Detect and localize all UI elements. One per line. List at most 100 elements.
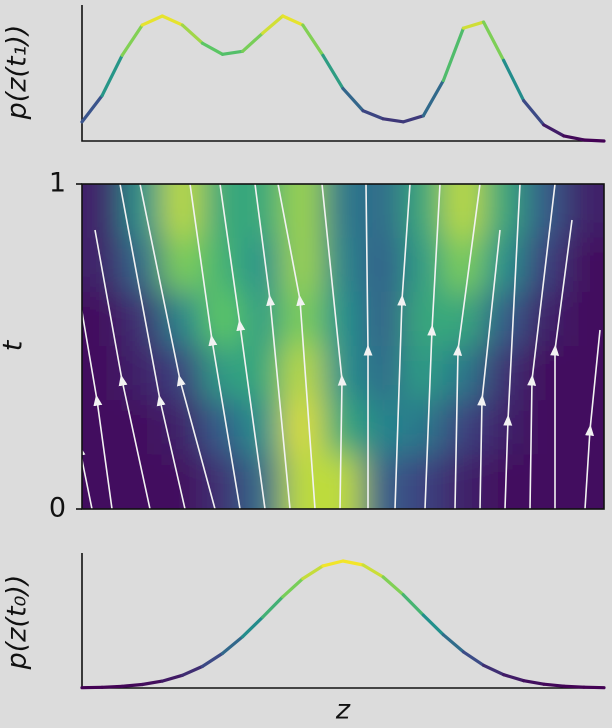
density-segment (341, 559, 365, 567)
heatmap-cell (282, 237, 324, 293)
heatmap-cell (82, 237, 123, 293)
streamline (82, 306, 113, 509)
heatmap-cell (322, 291, 364, 347)
heatmap-cell (402, 400, 444, 456)
heatmap-cell (121, 346, 163, 402)
streamline (139, 184, 216, 509)
streamline (550, 219, 573, 509)
density-segment (281, 14, 305, 27)
density-segment (220, 635, 245, 656)
density-segment (80, 94, 104, 124)
density-segment (100, 684, 124, 689)
density-segment (461, 650, 486, 667)
heatmap-cell (242, 400, 284, 456)
heatmap-cell (402, 237, 444, 293)
heatmap-cell (201, 237, 244, 293)
density-segment (401, 114, 425, 124)
density-segment (522, 99, 546, 127)
density-segment (241, 615, 265, 639)
heatmap-cell (483, 400, 525, 456)
density-segment (381, 575, 405, 597)
density-segment (502, 58, 526, 103)
streamline (394, 184, 411, 509)
streamline (584, 329, 601, 509)
heatmap-cell (322, 237, 364, 293)
heatmap-cell (82, 454, 123, 509)
heatmap-cell (121, 454, 163, 509)
x-label: z (335, 695, 351, 726)
heatmap-cell (82, 184, 123, 239)
density-segment (140, 679, 164, 687)
streamline (527, 184, 556, 509)
streamline (94, 229, 151, 509)
density-segment (502, 673, 526, 683)
density-segment (562, 684, 586, 689)
heatmap-cell (442, 237, 485, 293)
heatmap-cell (242, 291, 284, 347)
streamlines (82, 184, 601, 509)
heatmap-cell (483, 346, 525, 402)
density-segment (421, 78, 445, 118)
density-segment (481, 663, 506, 677)
heatmap-cell (523, 291, 565, 347)
streamline (82, 444, 93, 509)
density-segment (421, 613, 445, 637)
heatmap-cell (402, 454, 444, 509)
density-segment (582, 685, 606, 690)
mid-ylabel: t (0, 339, 29, 351)
heatmap-cell (322, 454, 364, 509)
heatmap-cell (201, 400, 244, 456)
streamline (424, 184, 441, 509)
streamline (503, 184, 521, 509)
heatmap-cell (563, 237, 604, 293)
streamline (254, 184, 291, 509)
streamline (119, 184, 186, 509)
top-axes (81, 5, 604, 142)
heatmap-cell (161, 346, 203, 402)
y-tick-label: 1 (49, 168, 66, 199)
heatmap-cell (442, 400, 485, 456)
heatmap-cell (362, 291, 404, 347)
streamline (363, 184, 373, 509)
density-segment (180, 23, 205, 45)
density-segment (140, 14, 164, 27)
streamline (189, 184, 241, 509)
heatmap-cells (82, 184, 604, 509)
heatmap-cell (442, 291, 485, 347)
y-tick-label: 0 (49, 493, 66, 524)
heatmap-cell (282, 184, 324, 239)
heatmap-cell (201, 346, 244, 402)
heatmap-cell (362, 184, 404, 239)
density-segment (301, 23, 325, 57)
heatmap-cell (282, 400, 324, 456)
heatmap-cell (161, 237, 203, 293)
streamline (453, 184, 481, 509)
heatmap-cell (523, 346, 565, 402)
density-segment (582, 138, 606, 143)
heatmap-cell (322, 346, 364, 402)
heatmap-cell (161, 291, 203, 347)
heatmap-cell (442, 346, 485, 402)
density-segment (160, 14, 184, 27)
density-segment (200, 41, 225, 56)
heatmap-cell (563, 400, 604, 456)
heatmap-cell (322, 400, 364, 456)
heatmap-cell (242, 184, 284, 239)
heatmap-cell (242, 454, 284, 509)
density-segment (481, 20, 506, 62)
heatmap-cell (523, 400, 565, 456)
streamline (277, 184, 316, 509)
density-segment (120, 682, 144, 688)
heatmap-cell (523, 184, 565, 239)
density-segment (200, 651, 225, 669)
heatmap-cell (82, 400, 123, 456)
density-segment (381, 117, 405, 124)
top-ylabel: p(z(t₁)) (2, 25, 33, 121)
heatmap-cell (282, 346, 324, 402)
density-segment (100, 53, 124, 98)
bottom-ylabel: p(z(t₀)) (2, 575, 33, 671)
heatmap-cell (161, 400, 203, 456)
density-segment (120, 23, 144, 57)
